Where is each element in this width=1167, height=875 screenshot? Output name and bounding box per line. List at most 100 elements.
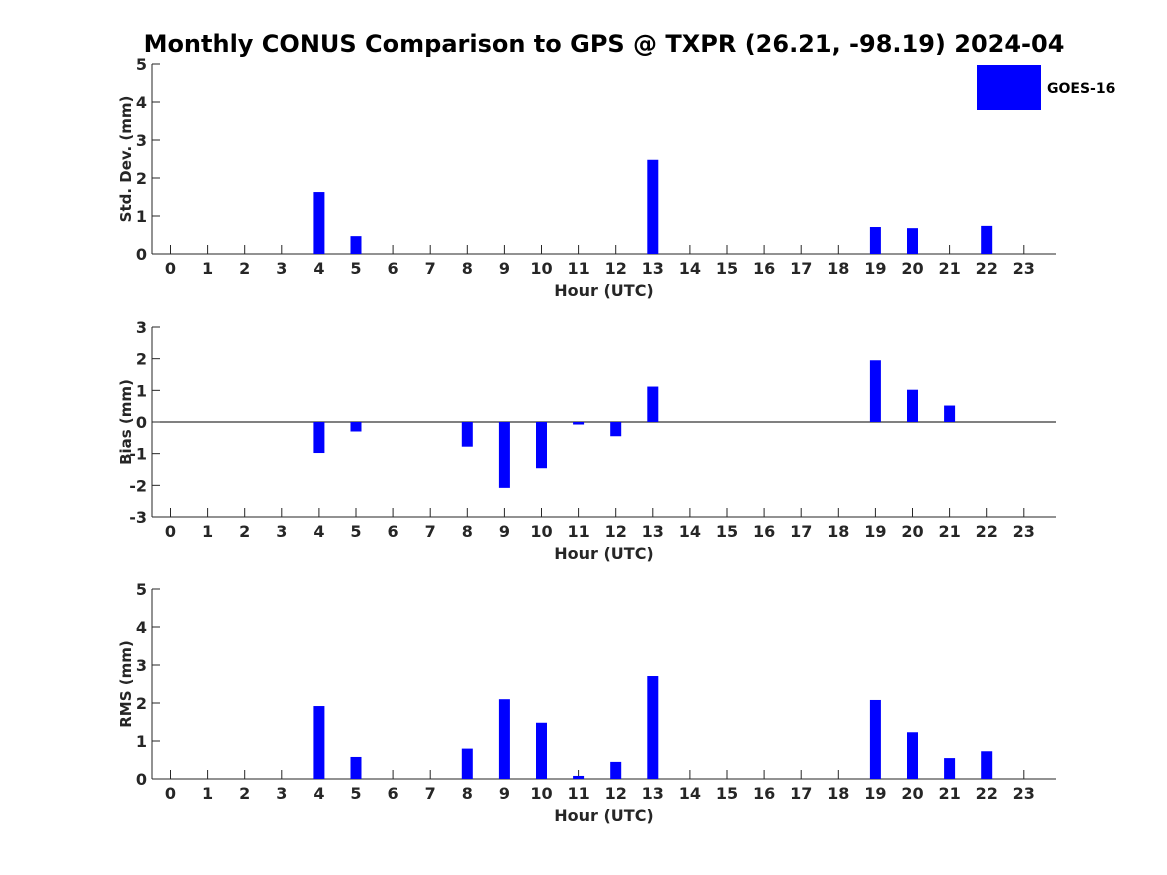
x-tick-label: 0 (165, 522, 176, 541)
x-tick-label: 2 (239, 784, 250, 803)
x-tick-label: 17 (790, 522, 812, 541)
y-tick-label: 3 (136, 131, 147, 150)
x-tick-label: 6 (388, 522, 399, 541)
y-tick-label: 2 (136, 169, 147, 188)
x-tick-label: 17 (790, 784, 812, 803)
x-tick-label: 23 (1013, 259, 1035, 278)
bar-hour-8 (461, 748, 473, 779)
x-tick-label: 15 (716, 784, 738, 803)
bar-hour-10 (536, 422, 547, 469)
legend-swatch-goes-16 (977, 65, 1041, 110)
x-tick-label: 9 (499, 522, 510, 541)
x-tick-label: 18 (827, 784, 849, 803)
legend-label-goes-16: GOES-16 (1047, 81, 1115, 97)
x-tick-label: 18 (827, 522, 849, 541)
x-tick-label: 11 (567, 259, 589, 278)
x-tick-label: 15 (716, 259, 738, 278)
x-tick-label: 8 (462, 522, 473, 541)
bar-hour-5 (350, 236, 362, 254)
y-tick-label: -2 (129, 476, 147, 495)
bar-hour-19 (869, 360, 881, 422)
x-axis-label: Hour (UTC) (554, 544, 654, 563)
y-tick-label: -1 (129, 445, 147, 464)
bar-hour-5 (350, 756, 362, 779)
x-tick-label: 12 (605, 522, 627, 541)
x-tick-label: 20 (901, 522, 923, 541)
x-tick-label: 0 (165, 259, 176, 278)
x-tick-label: 14 (679, 784, 701, 803)
x-tick-label: 5 (350, 259, 361, 278)
x-tick-label: 15 (716, 522, 738, 541)
x-tick-label: 22 (976, 522, 998, 541)
y-tick-label: 3 (136, 656, 147, 675)
x-tick-label: 22 (976, 784, 998, 803)
bar-hour-8 (461, 422, 473, 447)
x-tick-label: 12 (605, 259, 627, 278)
x-axis-label: Hour (UTC) (554, 806, 654, 825)
x-tick-label: 4 (313, 784, 324, 803)
bar-hour-20 (907, 389, 918, 422)
y-tick-label: 1 (136, 381, 147, 400)
x-tick-label: 3 (276, 259, 287, 278)
x-tick-label: 7 (425, 784, 436, 803)
x-tick-label: 3 (276, 784, 287, 803)
y-tick-label: 0 (136, 770, 147, 789)
x-tick-label: 0 (165, 784, 176, 803)
x-tick-label: 3 (276, 522, 287, 541)
x-tick-label: 17 (790, 259, 812, 278)
bar-hour-5 (350, 422, 362, 432)
bar-hour-11 (573, 422, 585, 425)
x-tick-label: 22 (976, 259, 998, 278)
bar-hour-9 (498, 422, 510, 488)
x-tick-label: 14 (679, 259, 701, 278)
x-tick-label: 8 (462, 784, 473, 803)
x-tick-label: 5 (350, 522, 361, 541)
bar-hour-12 (610, 761, 622, 779)
x-axis-label: Hour (UTC) (554, 281, 654, 300)
y-tick-label: 0 (136, 413, 147, 432)
x-tick-label: 19 (864, 259, 886, 278)
x-tick-label: 7 (425, 259, 436, 278)
bar-hour-4 (313, 192, 325, 254)
x-tick-label: 19 (864, 784, 886, 803)
x-tick-label: 9 (499, 259, 510, 278)
x-tick-label: 6 (388, 784, 399, 803)
x-tick-label: 20 (901, 784, 923, 803)
y-tick-label: 2 (136, 350, 147, 369)
x-tick-label: 21 (938, 784, 960, 803)
bar-hour-10 (536, 722, 547, 779)
y-tick-label: 4 (136, 93, 147, 112)
bar-hour-20 (907, 228, 918, 254)
x-tick-label: 1 (202, 784, 213, 803)
bar-hour-4 (313, 706, 325, 779)
y-tick-label: 4 (136, 618, 147, 637)
y-tick-label: 2 (136, 694, 147, 713)
x-tick-label: 10 (530, 784, 552, 803)
y-tick-label: 5 (136, 55, 147, 74)
x-tick-label: 13 (642, 784, 664, 803)
bar-hour-19 (869, 227, 881, 254)
bar-hour-12 (610, 422, 622, 437)
x-tick-label: 10 (530, 522, 552, 541)
x-tick-label: 5 (350, 784, 361, 803)
x-tick-label: 9 (499, 784, 510, 803)
x-tick-label: 19 (864, 522, 886, 541)
legend: GOES-16 (977, 65, 1115, 110)
x-tick-label: 14 (679, 522, 701, 541)
y-tick-label: 1 (136, 732, 147, 751)
x-tick-label: 18 (827, 259, 849, 278)
y-tick-label: 5 (136, 580, 147, 599)
x-tick-label: 23 (1013, 522, 1035, 541)
bar-hour-9 (498, 699, 510, 779)
y-tick-label: -3 (129, 508, 147, 527)
x-tick-label: 2 (239, 259, 250, 278)
x-tick-label: 2 (239, 522, 250, 541)
bar-hour-13 (647, 676, 659, 779)
x-tick-label: 8 (462, 259, 473, 278)
bar-hour-20 (907, 732, 918, 779)
y-axis-label: Std. Dev. (mm) (117, 96, 135, 223)
